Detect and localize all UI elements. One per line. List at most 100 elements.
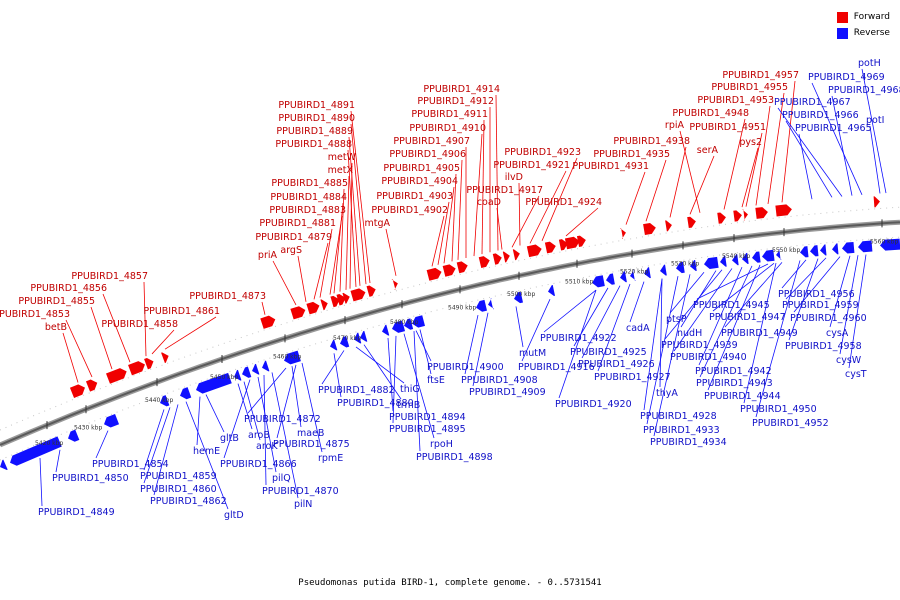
gene-block[interactable] bbox=[8, 436, 62, 467]
gene-block[interactable] bbox=[487, 298, 495, 310]
gene-block[interactable] bbox=[442, 263, 457, 277]
gene-block[interactable] bbox=[456, 260, 469, 274]
gene-block[interactable] bbox=[336, 293, 347, 306]
gene-block[interactable] bbox=[842, 241, 855, 254]
gene-block[interactable] bbox=[719, 255, 727, 268]
gene-block[interactable] bbox=[330, 294, 341, 308]
gene-block[interactable] bbox=[513, 291, 523, 304]
gene-block[interactable] bbox=[350, 287, 366, 302]
gene-block[interactable] bbox=[411, 315, 426, 329]
gene-block[interactable] bbox=[558, 238, 569, 251]
gene-block[interactable] bbox=[775, 249, 782, 261]
gene-block[interactable] bbox=[403, 318, 414, 331]
gene-block[interactable] bbox=[761, 249, 775, 262]
gene-block[interactable] bbox=[873, 196, 881, 208]
gene-block[interactable] bbox=[426, 267, 443, 281]
gene-block[interactable] bbox=[194, 372, 232, 395]
reverse-label-line bbox=[243, 381, 261, 441]
gene-block[interactable] bbox=[320, 298, 329, 311]
gene-block[interactable] bbox=[643, 267, 651, 279]
gene-block[interactable] bbox=[547, 284, 555, 297]
reverse-gene-label: pilQ bbox=[272, 473, 291, 484]
gene-block[interactable] bbox=[809, 245, 819, 257]
gene-block[interactable] bbox=[751, 251, 761, 263]
gene-block[interactable] bbox=[158, 395, 170, 408]
gene-block[interactable] bbox=[643, 222, 657, 236]
gene-block[interactable] bbox=[106, 366, 129, 384]
forward-label-line bbox=[625, 171, 646, 225]
gene-block[interactable] bbox=[775, 204, 792, 217]
reverse-gene-label: ftsE bbox=[427, 375, 445, 386]
gene-block[interactable] bbox=[161, 351, 170, 364]
gene-block[interactable] bbox=[306, 300, 321, 315]
gene-block[interactable] bbox=[731, 254, 739, 266]
gene-block[interactable] bbox=[240, 366, 252, 380]
gene-block[interactable] bbox=[66, 429, 80, 444]
forward-gene-label: ilvD bbox=[505, 172, 523, 183]
gene-block[interactable] bbox=[250, 363, 260, 376]
gene-block[interactable] bbox=[665, 220, 673, 232]
gene-block[interactable] bbox=[620, 227, 627, 239]
gene-block[interactable] bbox=[544, 241, 557, 254]
gene-block[interactable] bbox=[576, 235, 587, 247]
gene-block[interactable] bbox=[742, 209, 748, 221]
gene-block[interactable] bbox=[144, 356, 155, 370]
gene-block[interactable] bbox=[290, 305, 307, 320]
gene-block[interactable] bbox=[689, 259, 697, 272]
reverse-gene-label: PPUBIRD1_4950 bbox=[740, 404, 817, 415]
gene-block[interactable] bbox=[492, 252, 503, 265]
gene-block[interactable] bbox=[832, 243, 839, 255]
genome-backbone bbox=[0, 206, 900, 461]
gene-block[interactable] bbox=[659, 264, 667, 277]
gene-block[interactable] bbox=[282, 350, 301, 366]
gene-block[interactable] bbox=[858, 240, 873, 253]
gene-block[interactable] bbox=[391, 278, 400, 290]
forward-gene-label: PPUBIRD1_4891 bbox=[278, 100, 355, 111]
gene-block[interactable] bbox=[629, 269, 636, 282]
gene-block[interactable] bbox=[0, 459, 8, 472]
forward-gene-label: PPUBIRD1_4853 bbox=[0, 309, 70, 320]
gene-block[interactable] bbox=[128, 359, 147, 376]
gene-block[interactable] bbox=[342, 291, 351, 304]
gene-block[interactable] bbox=[478, 255, 491, 268]
gene-block[interactable] bbox=[178, 387, 192, 401]
gene-block[interactable] bbox=[741, 252, 749, 265]
reverse-label-line bbox=[712, 262, 775, 312]
gene-block[interactable] bbox=[733, 210, 742, 222]
gene-block[interactable] bbox=[260, 314, 277, 329]
gene-block[interactable] bbox=[564, 236, 581, 250]
gene-block[interactable] bbox=[717, 212, 726, 224]
gene-block[interactable] bbox=[338, 336, 350, 349]
gene-block[interactable] bbox=[880, 238, 900, 251]
gene-block[interactable] bbox=[391, 320, 406, 334]
gene-block[interactable] bbox=[358, 330, 368, 343]
gene-block[interactable] bbox=[381, 324, 390, 337]
gene-block[interactable] bbox=[85, 378, 99, 392]
gene-block[interactable] bbox=[619, 271, 627, 283]
gene-block[interactable] bbox=[69, 383, 87, 398]
reverse-gene-label: PPUBIRD1_4942 bbox=[695, 366, 772, 377]
gene-block[interactable] bbox=[755, 206, 768, 219]
reverse-gene-label: PPUBIRD1_4908 bbox=[461, 375, 538, 386]
gene-block[interactable] bbox=[502, 250, 511, 263]
gene-block[interactable] bbox=[232, 369, 242, 382]
reverse-label-line bbox=[673, 268, 733, 352]
gene-block[interactable] bbox=[328, 339, 338, 352]
gene-block[interactable] bbox=[512, 248, 521, 261]
reverse-label-line bbox=[55, 449, 61, 473]
gene-block[interactable] bbox=[526, 243, 543, 258]
gene-block[interactable] bbox=[102, 413, 120, 429]
gene-block[interactable] bbox=[675, 261, 685, 274]
gene-block[interactable] bbox=[687, 216, 697, 229]
gene-block[interactable] bbox=[366, 284, 378, 297]
gene-block[interactable] bbox=[799, 246, 809, 258]
gene-block[interactable] bbox=[591, 275, 605, 288]
gene-block[interactable] bbox=[605, 273, 615, 285]
gene-block[interactable] bbox=[703, 256, 719, 270]
gene-block[interactable] bbox=[475, 299, 487, 313]
reverse-label-line bbox=[291, 366, 302, 428]
gene-block[interactable] bbox=[819, 244, 827, 256]
gene-block[interactable] bbox=[260, 360, 270, 373]
reverse-label-line bbox=[257, 376, 277, 473]
gene-block[interactable] bbox=[352, 332, 362, 345]
